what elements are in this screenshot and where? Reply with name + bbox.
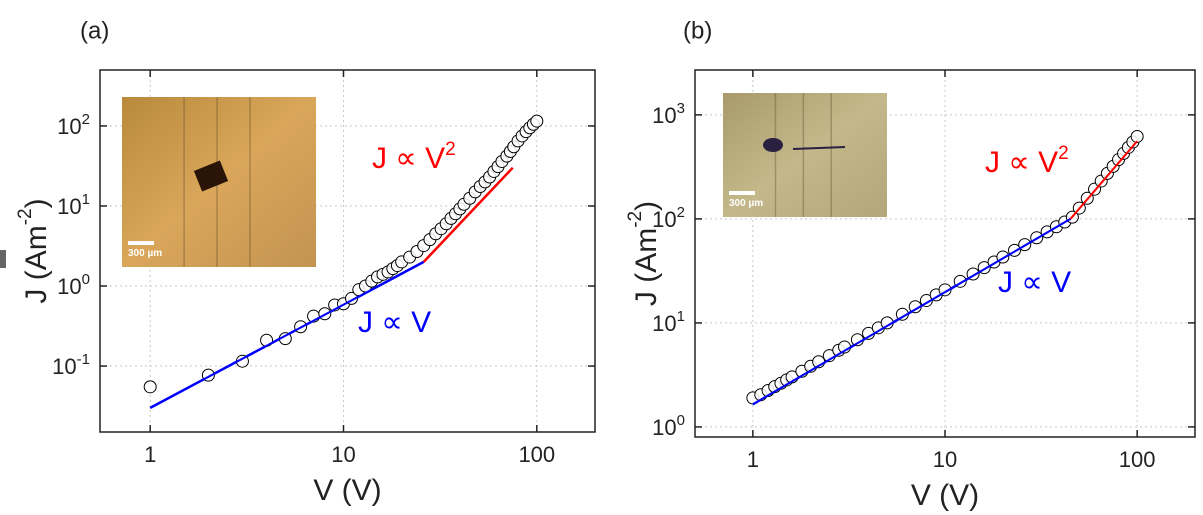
panel-label: (b): [683, 17, 712, 44]
y-label-text: J (Am: [20, 225, 53, 303]
x-tick-label: 1: [144, 442, 156, 467]
y-tick-exponent: 3: [677, 100, 685, 117]
y-tick-exponent: 2: [82, 111, 90, 128]
x-axis-label: V (V): [911, 479, 979, 512]
fit-line-overlay: [422, 167, 514, 263]
y-tick-base: 10: [57, 274, 81, 299]
y-tick-exponent: 1: [677, 308, 685, 325]
y-tick-label: 101: [57, 191, 90, 219]
y-tick-exponent: 2: [677, 204, 685, 221]
x-tick-label: 1: [747, 447, 759, 472]
data-point: [1130, 129, 1144, 143]
y-tick-label: 101: [652, 308, 685, 336]
y-tick-base: 10: [652, 415, 676, 440]
y-tick-base: 10: [52, 354, 76, 379]
inset-flake: [792, 146, 846, 150]
annotation: J ∝ V2: [985, 143, 1069, 179]
annotation: J ∝ V: [358, 306, 431, 339]
y-tick-exponent: 0: [82, 271, 90, 288]
y-tick-exponent: 0: [677, 412, 685, 429]
fit-line-overlay: [149, 261, 425, 409]
y-tick-label: 10-1: [52, 351, 90, 379]
plot-frame: [694, 69, 1196, 438]
y-tick-label: 103: [652, 100, 685, 128]
annotation-text: J ∝ V: [998, 266, 1071, 299]
y-tick-base: 10: [652, 207, 676, 232]
inset-photo: [723, 93, 887, 217]
y-label-superscript: -2: [15, 208, 36, 225]
annotation-superscript: 2: [445, 139, 456, 160]
y-tick-label: 100: [57, 271, 90, 299]
scale-label: 300 µm: [729, 198, 763, 209]
x-tick-label: 100: [1119, 447, 1156, 472]
annotation: J ∝ V: [998, 266, 1071, 299]
data-point: [530, 114, 544, 128]
y-tick-base: 10: [57, 194, 81, 219]
fit-line-overlay: [1069, 140, 1138, 220]
inset-flake: [193, 160, 229, 192]
edge-mark: [0, 250, 6, 268]
y-label-tail: ): [630, 201, 663, 211]
inset-flake: [763, 138, 783, 152]
annotation-text: J ∝ V: [358, 306, 431, 339]
y-tick-exponent: 1: [82, 191, 90, 208]
y-tick-base: 10: [652, 311, 676, 336]
y-axis-label: J (Am-2): [625, 201, 663, 306]
annotation-superscript: 2: [1058, 143, 1069, 164]
y-tick-base: 10: [652, 103, 676, 128]
annotation-text: J ∝ V: [985, 146, 1058, 179]
annotation-text: J ∝ V: [372, 142, 445, 175]
panel-label: (a): [80, 17, 109, 44]
y-tick-base: 10: [57, 114, 81, 139]
x-tick-label: 100: [518, 442, 555, 467]
x-tick-label: 10: [933, 447, 957, 472]
scale-label: 300 µm: [128, 248, 162, 259]
plot-frame: [99, 69, 596, 433]
data-point: [143, 380, 157, 394]
annotation: J ∝ V2: [372, 139, 456, 175]
x-tick-label: 10: [331, 442, 355, 467]
y-tick-label: 102: [652, 204, 685, 232]
x-axis-label: V (V): [313, 474, 381, 507]
y-tick-exponent: -1: [77, 351, 90, 368]
y-label-text: J (Am: [630, 228, 663, 306]
y-tick-label: 102: [57, 111, 90, 139]
y-axis-label: J (Am-2): [15, 198, 53, 303]
scale-bar: [128, 241, 154, 245]
y-tick-label: 100: [652, 412, 685, 440]
y-label-tail: ): [20, 198, 53, 208]
scale-bar: [729, 191, 755, 195]
y-label-superscript: -2: [625, 211, 646, 228]
fit-line-overlay: [752, 218, 1072, 406]
